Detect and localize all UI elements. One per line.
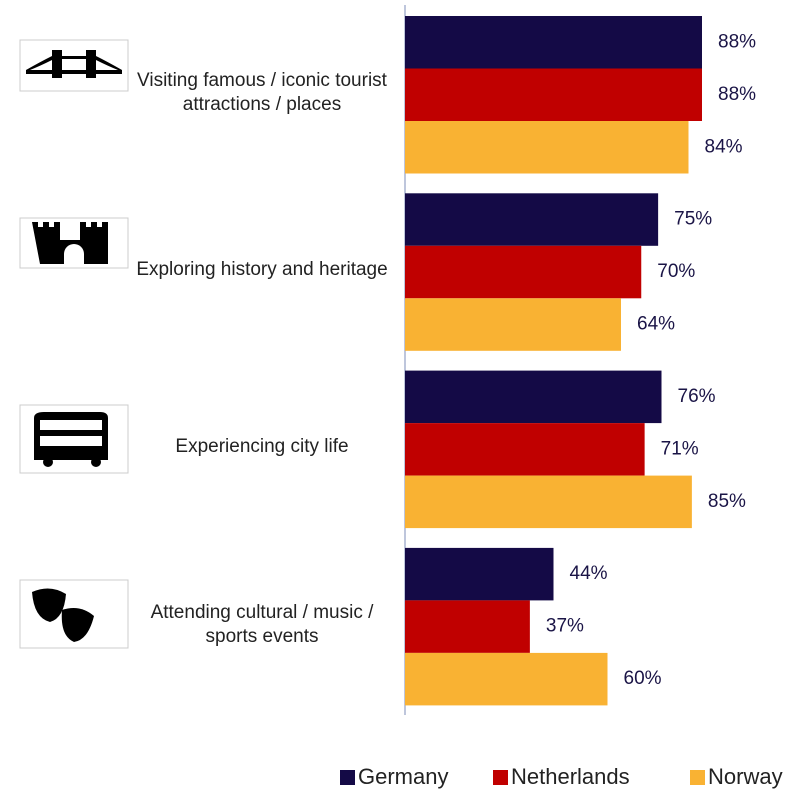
bar xyxy=(405,652,608,706)
bus-icon xyxy=(34,412,108,467)
bar xyxy=(405,370,662,424)
legend-swatch xyxy=(690,770,705,785)
legend-swatch xyxy=(493,770,508,785)
category-label: Experiencing city life xyxy=(175,436,349,458)
category-label: Visiting famous / iconic tourist attract… xyxy=(137,69,387,115)
bar xyxy=(405,121,689,174)
category-label: Attending cultural / music / sports even… xyxy=(150,601,374,647)
value-label: 76% xyxy=(678,386,716,407)
masks-icon xyxy=(32,588,94,642)
bar xyxy=(405,245,642,299)
legend-swatch xyxy=(340,770,355,785)
legend-label: Germany xyxy=(358,764,448,789)
value-label: 44% xyxy=(570,563,608,584)
bar xyxy=(405,423,645,476)
category-label: Exploring history and heritage xyxy=(136,259,388,281)
bar xyxy=(405,600,530,653)
value-label: 70% xyxy=(657,261,695,282)
value-label: 85% xyxy=(708,491,746,512)
value-label: 60% xyxy=(624,668,662,689)
bar xyxy=(405,68,702,121)
value-label: 88% xyxy=(718,84,756,105)
legend-label: Norway xyxy=(708,764,783,789)
castle-icon xyxy=(32,222,108,264)
bridge-icon xyxy=(26,50,122,78)
bar xyxy=(405,475,692,529)
value-label: 64% xyxy=(637,314,675,335)
value-label: 84% xyxy=(705,136,743,157)
legend-label: Netherlands xyxy=(511,764,630,789)
value-label: 37% xyxy=(546,616,584,637)
bar xyxy=(405,193,659,246)
icons xyxy=(19,39,129,649)
bar xyxy=(405,16,702,69)
value-label: 88% xyxy=(718,31,756,52)
value-label: 71% xyxy=(661,438,699,459)
bar xyxy=(405,298,621,351)
bar xyxy=(405,547,554,601)
value-label: 75% xyxy=(674,209,712,230)
